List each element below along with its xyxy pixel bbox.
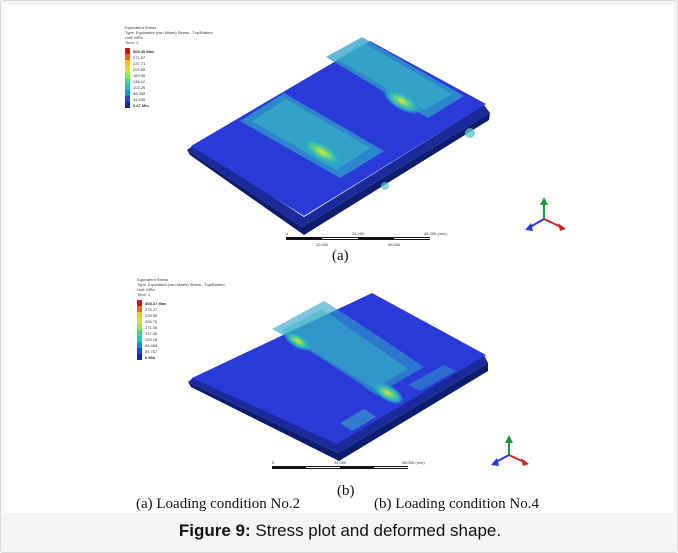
- panel-b: Equivalent Stress Type: Equivalent (von-…: [4, 267, 674, 469]
- caption-left: (a) Loading condition No.2: [136, 496, 301, 512]
- legend-a-title-1: Equivalent Stress: [125, 25, 157, 30]
- legend-a-row: 0.67 Min: [125, 102, 213, 108]
- figure-caption: Figure 9: Stress plot and deformed shape…: [1, 521, 678, 541]
- edge-spot-a2: [381, 182, 389, 190]
- legend-a-row: 271.57: [125, 54, 213, 60]
- panel-a-label: (a): [332, 248, 349, 264]
- legend-a-title-2: Type: Equivalent (von-Mises) Stress - To…: [125, 30, 213, 35]
- legend-b-row: 205.76: [137, 318, 225, 324]
- legend-b-row: 137.36: [137, 330, 225, 336]
- legend-b-row: 34.757: [137, 348, 225, 354]
- legend-a-title-4: Time: 1: [125, 40, 139, 45]
- legend-b-row: 308.37 Max: [137, 300, 225, 306]
- legend-b: Equivalent Stress Type: Equivalent (von-…: [137, 277, 225, 360]
- axis-triad-b: [491, 435, 529, 466]
- legend-a-row: 237.71: [125, 60, 213, 66]
- legend-a-row: 68.399: [125, 90, 213, 96]
- stress-hotspot-b1: [283, 330, 313, 352]
- stress-band-a1-inner: [252, 99, 370, 170]
- legend-a-row: 169.98: [125, 72, 213, 78]
- scale-a-label-36: 36.000: [388, 242, 401, 247]
- legend-b-row: 171.56: [137, 324, 225, 330]
- legend-b-row: 103.16: [137, 336, 225, 342]
- girder-side-a: [187, 113, 490, 235]
- scale-bar-b: 0 24.000 48.000 (mm): [272, 460, 452, 480]
- legend-a-title-3: Unit: MPa: [125, 35, 143, 40]
- edge-spot-a1: [465, 128, 475, 138]
- legend-a-row: 102.26: [125, 84, 213, 90]
- legend-a-row: 136.12: [125, 78, 213, 84]
- legend-b-row: 274.27: [137, 306, 225, 312]
- stress-band-b1-inner: [280, 309, 408, 389]
- legend-b-title-2: Type: Equivalent (von-Mises) Stress - To…: [137, 282, 225, 287]
- figure-image-area: Equivalent Stress Type: Equivalent (von-…: [4, 5, 674, 513]
- legend-b-title-4: Time: 1: [137, 292, 151, 297]
- legend-a-row: 34.538: [125, 96, 213, 102]
- scale-a-label-48: 48.000 (mm): [424, 231, 447, 236]
- panel-a: Equivalent Stress Type: Equivalent (von-…: [4, 5, 674, 267]
- legend-b-title-1: Equivalent Stress: [137, 277, 169, 282]
- caption-right: (b) Loading condition No.4: [374, 496, 539, 512]
- girder-side-b: [188, 363, 488, 461]
- stress-hotspot-a1: [298, 136, 346, 168]
- scale-b-label-0: 0: [272, 460, 275, 465]
- legend-b-row: 239.96: [137, 312, 225, 318]
- legend-a-row: 203.85: [125, 66, 213, 72]
- stress-hotspot-a2: [382, 87, 422, 115]
- scale-a-label-0: 0: [286, 231, 289, 236]
- legend-a-row: 305.45 Max: [125, 48, 213, 54]
- panel-a-plot: [187, 37, 566, 235]
- stress-hotspot-b2: [371, 381, 405, 405]
- scale-a-label-12: 12.000: [316, 242, 329, 247]
- edge-spot-b2: [408, 365, 456, 391]
- axis-triad-a: [525, 197, 566, 231]
- legend-b-title-3: Unit: MPa: [137, 287, 155, 292]
- scale-b-label-24: 24.000: [334, 460, 347, 465]
- legend-b-row: 68.958: [137, 342, 225, 348]
- panel-b-label: (b): [337, 483, 355, 499]
- figure-caption-prefix: Figure 9:: [178, 521, 251, 540]
- scale-b-label-48: 48.000 (mm): [402, 460, 425, 465]
- panel-b-plot: [188, 293, 529, 466]
- scale-a-label-24: 24.000: [352, 231, 365, 236]
- edge-spot-b1: [340, 409, 376, 431]
- girder-flange-b: [188, 355, 488, 453]
- figure-caption-text: Stress plot and deformed shape.: [250, 521, 502, 540]
- girder-flange-a: [187, 105, 490, 227]
- legend-b-row: 0 Min: [137, 354, 225, 360]
- legend-a: Equivalent Stress Type: Equivalent (von-…: [125, 25, 213, 108]
- scale-bar-a: 0 24.000 48.000 (mm) 12.000 36.000: [286, 231, 466, 251]
- stress-band-a2-inner: [336, 43, 452, 110]
